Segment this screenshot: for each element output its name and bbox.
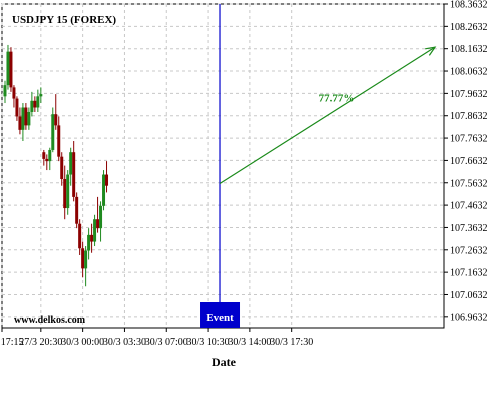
candle-body — [33, 100, 37, 108]
x-tick-label: 27/3 20:30 — [19, 337, 62, 348]
event-overlays: Event 77.77% — [200, 4, 437, 328]
x-tick-label: 30/3 17:30 — [270, 337, 313, 348]
candlesticks — [3, 44, 109, 287]
candle-body — [105, 174, 109, 186]
y-tick-label: 106.9632 — [450, 312, 488, 323]
candle-body — [93, 219, 97, 242]
forecast-probability-label: 77.77% — [319, 92, 355, 104]
y-axis: 108.3632 108.2632 108.1632 108.0632 107.9632… — [444, 0, 488, 323]
chart-title: USDJPY 15 (FOREX) — [12, 14, 116, 26]
y-tick-label: 107.2632 — [450, 245, 488, 256]
candle-body — [75, 196, 79, 224]
forecast-arrow-line — [219, 46, 436, 184]
candle-body — [21, 107, 25, 130]
x-axis-label: Date — [212, 355, 237, 369]
candle-body — [39, 94, 43, 97]
candle-body — [87, 234, 91, 251]
candle-body — [102, 174, 106, 206]
candle-body — [15, 98, 19, 117]
candle-body — [27, 111, 31, 126]
forecast-arrow-head — [425, 46, 437, 56]
y-tick-label: 107.1632 — [450, 268, 488, 279]
x-tick-label: 30/3 10:30 — [187, 337, 230, 348]
y-tick-label: 107.5632 — [450, 178, 488, 189]
candle-body — [81, 248, 85, 269]
candle-body — [66, 174, 70, 209]
x-tick-label: 30/3 03:30 — [103, 337, 146, 348]
candle-body — [72, 152, 76, 197]
candle-body — [45, 158, 49, 162]
candle-body — [51, 114, 55, 150]
candle-body — [63, 179, 67, 209]
candle-body — [57, 125, 61, 157]
candle-body — [69, 152, 73, 175]
candle-body — [84, 250, 88, 269]
event-box — [200, 302, 241, 328]
candle-body — [90, 234, 94, 242]
candle-body — [36, 96, 40, 108]
plot-area — [1, 3, 445, 329]
y-tick-label: 107.6632 — [450, 156, 488, 167]
x-tick-label: 30/3 00:00 — [61, 337, 104, 348]
x-tick-label: 27/3 17:15 — [0, 337, 24, 348]
x-tick-label: 30/3 14:00 — [228, 337, 271, 348]
y-tick-label: 107.3632 — [450, 223, 488, 234]
candle-body — [3, 85, 7, 97]
candle-body — [24, 107, 28, 126]
y-tick-label: 108.3632 — [450, 0, 488, 11]
candle-body — [6, 51, 10, 86]
grid-lines — [1, 3, 444, 328]
candle-body — [9, 51, 13, 88]
candle-body — [18, 116, 22, 130]
event-label: Event — [206, 312, 234, 324]
candle-body — [96, 219, 100, 229]
y-tick-label: 107.8632 — [450, 111, 488, 122]
candle-body — [99, 205, 103, 229]
y-tick-label: 107.4632 — [450, 201, 488, 212]
y-tick-label: 108.0632 — [450, 67, 488, 78]
candle-body — [12, 87, 16, 99]
candle-body — [54, 114, 58, 126]
candle-body — [30, 100, 34, 112]
candle-body — [78, 223, 82, 249]
x-tick-label: 30/3 07:00 — [145, 337, 188, 348]
candle-body — [48, 149, 52, 162]
y-tick-label: 107.7632 — [450, 134, 488, 145]
watermark: www.delkos.com — [14, 315, 86, 326]
y-tick-label: 107.0632 — [450, 290, 488, 301]
y-tick-label: 108.1632 — [450, 44, 488, 55]
y-tick-label: 108.2632 — [450, 22, 488, 33]
candle-body — [42, 152, 46, 159]
y-tick-label: 107.9632 — [450, 89, 488, 100]
candle-body — [60, 156, 64, 180]
